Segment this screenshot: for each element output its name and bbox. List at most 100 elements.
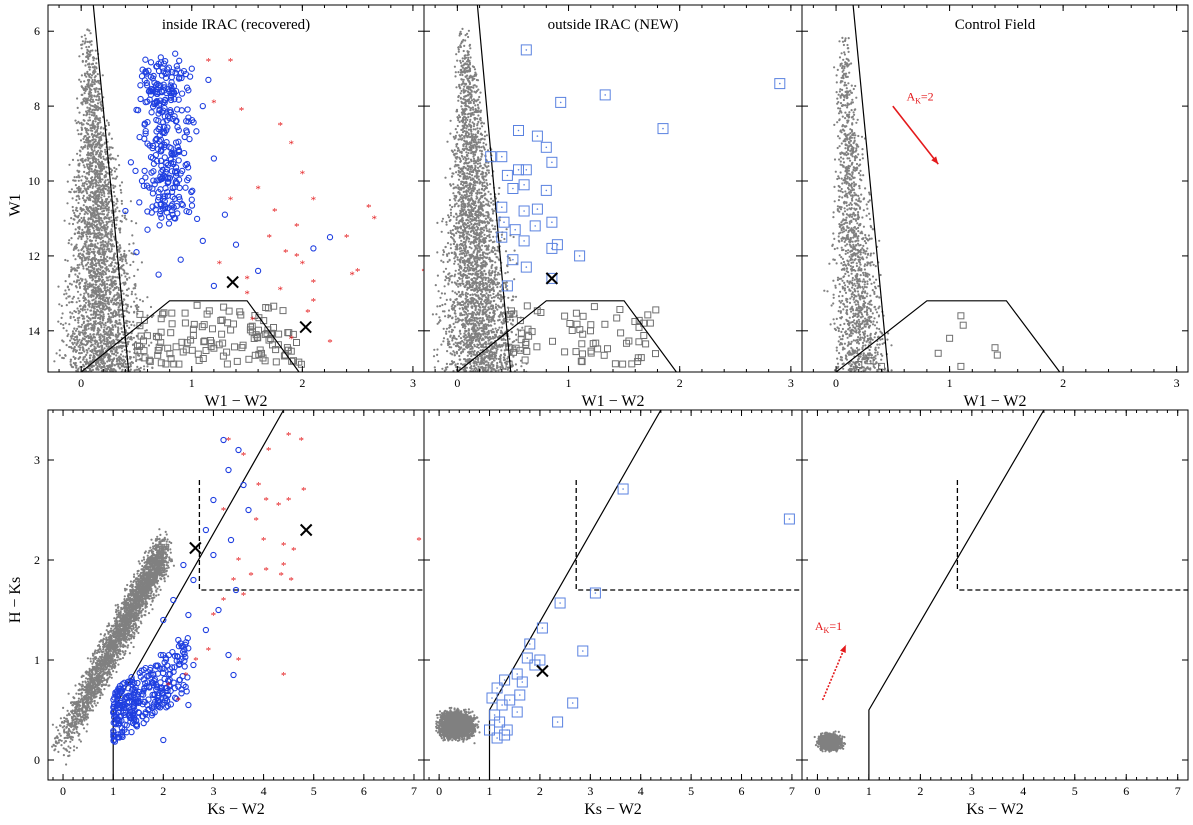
plot-area: * **************** *************** [53, 5, 424, 372]
field-star [495, 357, 498, 360]
field-star [101, 346, 104, 349]
field-star [95, 98, 98, 101]
field-star [90, 289, 93, 292]
field-star [103, 134, 106, 137]
field-star [491, 208, 494, 211]
field-star [103, 287, 106, 290]
yso-circle [161, 154, 168, 161]
yso-circle [188, 196, 195, 203]
field-star [483, 146, 486, 149]
field-star [106, 340, 109, 343]
field-star [146, 296, 149, 299]
field-star [114, 276, 117, 279]
field-star [100, 280, 103, 283]
field-star [89, 317, 92, 320]
field-star [104, 158, 107, 161]
field-star [87, 45, 91, 49]
field-star [89, 349, 92, 353]
field-star [499, 239, 502, 242]
red-star: * [300, 169, 306, 181]
field-star [438, 305, 442, 308]
field-star [96, 350, 99, 353]
field-star [446, 242, 450, 245]
field-star [121, 315, 124, 318]
field-star [110, 301, 113, 304]
x-axis-label: W1 − W2 [205, 393, 268, 410]
field-star [488, 239, 491, 242]
field-star [460, 249, 464, 252]
field-star [457, 99, 460, 102]
contaminant-square [155, 343, 163, 351]
field-star [86, 153, 89, 156]
field-star [114, 349, 117, 352]
field-star [476, 103, 479, 106]
yso-circle [172, 139, 180, 146]
field-star [89, 273, 92, 277]
field-star [112, 184, 115, 187]
field-star [74, 119, 77, 122]
field-star [103, 302, 106, 305]
field-star [95, 114, 98, 118]
field-star [90, 179, 94, 182]
field-star [450, 328, 454, 331]
red-star: * [300, 258, 306, 270]
field-star [99, 301, 102, 304]
red-star: * [228, 195, 234, 207]
yso-circle [189, 187, 196, 194]
field-star [101, 187, 104, 190]
field-star [478, 363, 481, 366]
field-star [95, 117, 98, 120]
yso-circle [153, 63, 160, 70]
field-star [466, 309, 469, 312]
field-star [116, 351, 119, 355]
field-star [88, 93, 91, 96]
field-star [477, 304, 480, 307]
field-star [62, 323, 65, 326]
field-star [82, 255, 85, 258]
field-star [99, 150, 103, 153]
field-star [102, 319, 105, 322]
field-star [80, 126, 83, 129]
field-star [100, 356, 103, 359]
field-star [497, 369, 500, 372]
yso-circle [179, 167, 186, 175]
field-star [74, 310, 77, 314]
field-star [465, 151, 468, 154]
field-star [88, 282, 91, 285]
yso-circle [159, 175, 166, 182]
field-star [120, 327, 123, 330]
field-star [502, 342, 505, 345]
field-star [107, 330, 110, 333]
yso-circle [156, 132, 163, 139]
contaminant-square [167, 329, 175, 337]
field-star [520, 349, 523, 353]
field-star [484, 366, 487, 369]
field-star [485, 134, 488, 137]
field-star [450, 305, 453, 308]
field-star [150, 341, 153, 344]
field-star [485, 143, 488, 146]
field-star [130, 220, 133, 223]
red-star: * [250, 315, 256, 327]
field-star [122, 268, 125, 271]
field-star [75, 281, 78, 284]
field-star [454, 269, 457, 272]
field-star [79, 154, 82, 157]
field-star [112, 186, 115, 190]
field-star [134, 293, 137, 296]
field-star [477, 308, 480, 311]
field-star [78, 122, 81, 125]
field-star [483, 135, 486, 138]
field-star [68, 273, 71, 277]
field-star [442, 270, 445, 273]
field-star [71, 312, 74, 315]
red-star: * [294, 251, 300, 263]
field-star [108, 146, 111, 149]
field-star [85, 129, 88, 132]
field-star [109, 167, 112, 170]
field-star [457, 46, 460, 49]
field-star [80, 85, 83, 88]
field-star [94, 243, 97, 246]
field-star [478, 95, 481, 99]
field-star [113, 170, 117, 173]
